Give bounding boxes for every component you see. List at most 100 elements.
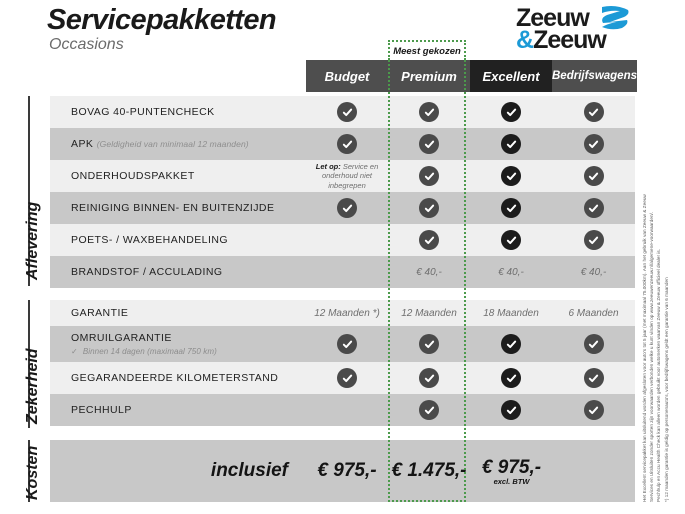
cell-excellent bbox=[470, 192, 552, 224]
cell-budget: 12 Maanden *) bbox=[314, 307, 380, 319]
row-label-text: REINIGING BINNEN- EN BUITENZIJDE bbox=[71, 202, 275, 214]
column-header-bedrijfswagens[interactable]: Bedrijfswagens bbox=[552, 60, 637, 92]
section-zekerheid: Zekerheid GARANTIE 12 Maanden *) 12 Maan… bbox=[24, 300, 635, 428]
cell-excellent bbox=[470, 96, 552, 128]
column-header-excellent[interactable]: Excellent bbox=[470, 60, 552, 92]
cell-budget bbox=[306, 362, 388, 394]
fineprint-line-2: Services en Uitsluiten zonder sporten zi… bbox=[649, 211, 655, 502]
kosten-premium: € 975,- bbox=[306, 460, 388, 482]
table-row: BOVAG 40-PUNTENCHECK bbox=[50, 96, 635, 128]
table-row: GEGARANDEERDE KILOMETERSTAND bbox=[50, 362, 635, 394]
check-icon bbox=[501, 166, 521, 186]
cell-premium bbox=[388, 128, 470, 160]
check-icon bbox=[419, 368, 439, 388]
zeeuw-z-swoosh-icon bbox=[602, 6, 629, 30]
cell-premium bbox=[388, 160, 470, 192]
check-icon bbox=[419, 166, 439, 186]
letop-text: Service en onderhoud niet inbegrepen bbox=[321, 161, 379, 190]
letop-strong: Let op: bbox=[315, 161, 341, 171]
check-icon bbox=[583, 334, 604, 354]
column-header-budget[interactable]: Budget bbox=[306, 60, 388, 92]
page-subtitle: Occasions bbox=[49, 36, 124, 53]
cell-bedrijfswagens: 6 Maanden bbox=[568, 307, 619, 319]
cell-excellent: 18 Maanden bbox=[483, 307, 539, 319]
row-label: OMRUILGARANTIE ✓ Binnen 14 dagen (maximaa… bbox=[50, 326, 306, 362]
row-label-sub: Binnen 14 dagen (maximaal 750 km) bbox=[82, 347, 217, 356]
cell-premium bbox=[388, 394, 470, 426]
kosten-btw-note: excl. BTW bbox=[493, 476, 530, 486]
cell-premium: 12 Maanden bbox=[401, 307, 457, 319]
cell-excellent bbox=[470, 326, 552, 362]
check-icon bbox=[501, 368, 521, 388]
cell-excellent bbox=[470, 362, 552, 394]
cell-excellent bbox=[470, 394, 552, 426]
fineprint-line-3: Pechhulp en Accu Health Check kan alleen… bbox=[656, 248, 662, 502]
table-row: ONDERHOUDSPAKKET Let op: Service en onde… bbox=[50, 160, 635, 192]
cell-bedrijfswagens bbox=[552, 394, 635, 426]
cell-budget bbox=[306, 192, 388, 224]
fineprint-line-4: *) 12 maanden garantie is geldig op pers… bbox=[663, 277, 669, 502]
check-icon bbox=[419, 400, 439, 420]
letop-note: Let op: Service en onderhoud niet inbegr… bbox=[306, 162, 388, 191]
row-label: POETS- / WAXBEHANDELING bbox=[50, 224, 306, 256]
page-title: Servicepakketten bbox=[47, 4, 277, 36]
logo-line-2: &Zeeuw bbox=[516, 26, 607, 54]
check-icon bbox=[583, 400, 604, 420]
row-label-note: (Geldigheid van minimaal 12 maanden) bbox=[96, 139, 249, 149]
row-label-text: POETS- / WAXBEHANDELING bbox=[71, 234, 228, 246]
cell-premium bbox=[388, 96, 470, 128]
row-label: GARANTIE bbox=[50, 300, 306, 326]
cell-budget bbox=[306, 224, 388, 256]
table-row: OMRUILGARANTIE ✓ Binnen 14 dagen (maximaa… bbox=[50, 326, 635, 362]
cell-excellent bbox=[470, 224, 552, 256]
row-label-text: OMRUILGARANTIE bbox=[71, 332, 172, 344]
logo-line-1: Zeeuw bbox=[516, 4, 590, 32]
check-icon bbox=[419, 102, 439, 122]
cell-budget bbox=[306, 256, 388, 288]
check-icon bbox=[337, 134, 357, 154]
table-row: REINIGING BINNEN- EN BUITENZIJDE bbox=[50, 192, 635, 224]
kosten-excellent-value: € 1.475,- bbox=[391, 460, 467, 481]
section-kosten: Kosten inclusief € 975,- € 1.475,- € 975… bbox=[24, 440, 635, 502]
table-row: PECHHULP bbox=[50, 394, 635, 426]
row-label: BRANDSTOF / ACCULADING bbox=[50, 256, 306, 288]
row-label: REINIGING BINNEN- EN BUITENZIJDE bbox=[50, 192, 306, 224]
cell-excellent bbox=[470, 160, 552, 192]
cell-budget bbox=[306, 394, 388, 426]
cell-premium bbox=[388, 192, 470, 224]
cell-bedrijfswagens bbox=[552, 192, 635, 224]
row-label-text: PECHHULP bbox=[71, 404, 132, 416]
check-icon bbox=[501, 400, 521, 420]
check-icon bbox=[501, 230, 521, 250]
table-row: BRANDSTOF / ACCULADING € 40,- € 40,- € 4… bbox=[50, 256, 635, 288]
row-label-text: GARANTIE bbox=[71, 307, 129, 319]
section-zekerheid-bar bbox=[28, 300, 30, 428]
check-icon bbox=[583, 102, 604, 122]
kosten-bedrijfswagens: € 975,- excl. BTW bbox=[470, 457, 553, 486]
row-label: PECHHULP bbox=[50, 394, 306, 426]
cell-premium bbox=[388, 224, 470, 256]
check-icon bbox=[337, 102, 357, 122]
check-icon bbox=[583, 166, 604, 186]
section-aflevering: Aflevering BOVAG 40-PUNTENCHECK APK (Gel… bbox=[24, 96, 635, 288]
cell-bedrijfswagens bbox=[552, 224, 635, 256]
cell-premium bbox=[388, 326, 470, 362]
check-icon bbox=[583, 230, 604, 250]
check-icon bbox=[501, 198, 521, 218]
row-label: BOVAG 40-PUNTENCHECK bbox=[50, 96, 306, 128]
check-icon bbox=[419, 134, 439, 154]
cell-budget: Let op: Service en onderhoud niet inbegr… bbox=[306, 160, 388, 192]
cell-bedrijfswagens bbox=[552, 160, 635, 192]
check-icon bbox=[501, 102, 521, 122]
table-row: GARANTIE 12 Maanden *) 12 Maanden 18 Maa… bbox=[50, 300, 635, 326]
check-icon bbox=[583, 368, 604, 388]
cell-budget bbox=[306, 96, 388, 128]
logo-ampersand: & bbox=[516, 26, 534, 54]
section-kosten-label: Kosten bbox=[24, 445, 41, 500]
fineprint-line-1: Het Excellent servicepakket kan uitsluit… bbox=[642, 194, 647, 502]
row-label: GEGARANDEERDE KILOMETERSTAND bbox=[50, 362, 306, 394]
cell-premium bbox=[388, 362, 470, 394]
column-header-premium[interactable]: Premium bbox=[388, 60, 470, 92]
cell-budget bbox=[306, 128, 388, 160]
